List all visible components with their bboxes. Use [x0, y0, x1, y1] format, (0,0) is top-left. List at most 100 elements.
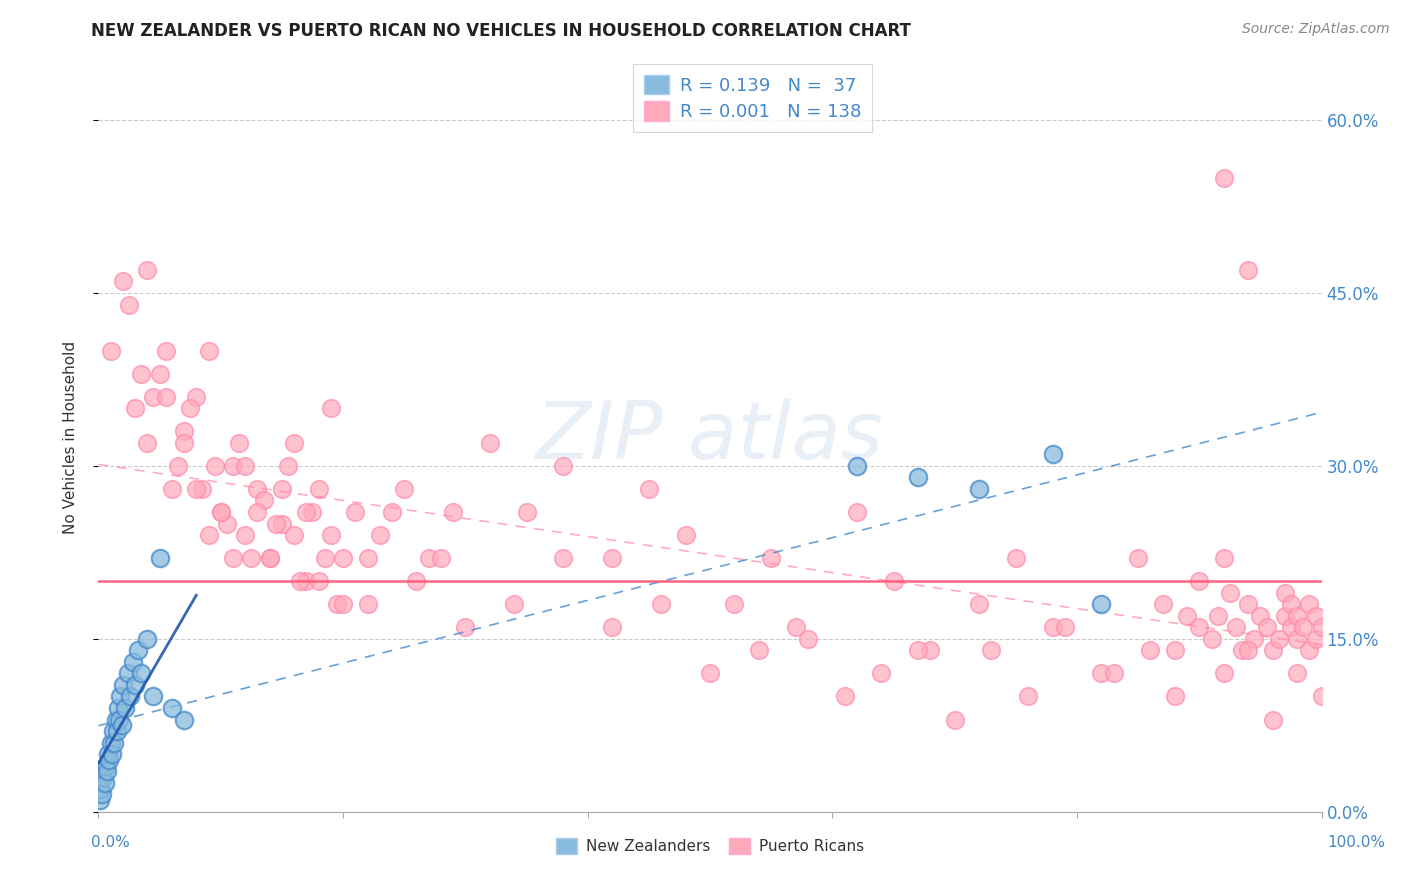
Point [120, 690, 142, 704]
Point [233, 528, 256, 542]
Point [308, 482, 330, 496]
Point [104, 713, 127, 727]
Point [1286, 666, 1309, 681]
Point [1212, 666, 1234, 681]
Point [283, 435, 305, 450]
Point [246, 482, 269, 496]
Point [1042, 447, 1064, 461]
Point [1310, 620, 1333, 634]
Point [110, 690, 132, 704]
Point [748, 643, 770, 657]
Point [1261, 713, 1284, 727]
Point [553, 458, 575, 473]
Point [1237, 263, 1260, 277]
Text: ZIP atlas: ZIP atlas [536, 398, 884, 476]
Point [209, 505, 232, 519]
Point [1212, 170, 1234, 185]
Text: 0.0%: 0.0% [91, 836, 131, 850]
Point [1298, 643, 1320, 657]
Point [1219, 585, 1241, 599]
Point [1212, 551, 1234, 566]
Point [1206, 608, 1229, 623]
Point [259, 551, 281, 566]
Point [1128, 551, 1150, 566]
Point [699, 666, 721, 681]
Point [259, 551, 281, 566]
Point [142, 390, 165, 404]
Point [136, 632, 159, 646]
Point [308, 574, 330, 589]
Point [290, 574, 312, 589]
Point [160, 482, 183, 496]
Point [121, 655, 143, 669]
Point [870, 666, 893, 681]
Text: 100.0%: 100.0% [1327, 836, 1385, 850]
Point [600, 551, 623, 566]
Point [883, 574, 905, 589]
Point [118, 297, 141, 311]
Point [1004, 551, 1026, 566]
Point [108, 713, 131, 727]
Point [1237, 643, 1260, 657]
Point [381, 505, 404, 519]
Point [1279, 620, 1302, 634]
Point [295, 574, 318, 589]
Point [240, 551, 263, 566]
Point [114, 701, 136, 715]
Point [124, 401, 146, 416]
Point [845, 458, 868, 473]
Point [344, 505, 367, 519]
Point [167, 458, 190, 473]
Point [332, 551, 354, 566]
Point [142, 690, 165, 704]
Point [117, 666, 139, 681]
Point [155, 390, 177, 404]
Point [1090, 666, 1112, 681]
Point [845, 505, 868, 519]
Point [1237, 597, 1260, 611]
Point [1274, 608, 1296, 623]
Point [356, 551, 378, 566]
Text: Source: ZipAtlas.com: Source: ZipAtlas.com [1241, 22, 1389, 37]
Point [127, 643, 149, 657]
Point [980, 643, 1002, 657]
Point [111, 678, 134, 692]
Point [1017, 690, 1039, 704]
Point [1201, 632, 1223, 646]
Point [1139, 643, 1161, 657]
Point [1225, 620, 1247, 634]
Point [136, 263, 159, 277]
Point [943, 713, 966, 727]
Point [1230, 643, 1253, 657]
Point [1298, 597, 1320, 611]
Point [91, 788, 114, 802]
Point [295, 505, 318, 519]
Point [222, 458, 245, 473]
Point [107, 701, 129, 715]
Point [149, 551, 172, 566]
Point [1256, 620, 1278, 634]
Point [405, 574, 427, 589]
Point [1286, 632, 1309, 646]
Point [233, 458, 256, 473]
Point [149, 367, 172, 381]
Text: NEW ZEALANDER VS PUERTO RICAN NO VEHICLES IN HOUSEHOLD CORRELATION CHART: NEW ZEALANDER VS PUERTO RICAN NO VEHICLE… [91, 22, 911, 40]
Point [129, 666, 152, 681]
Point [264, 516, 287, 531]
Point [101, 724, 124, 739]
Point [392, 482, 416, 496]
Point [332, 597, 354, 611]
Point [94, 758, 117, 772]
Point [1305, 632, 1327, 646]
Point [454, 620, 477, 634]
Point [101, 747, 124, 761]
Point [103, 735, 125, 749]
Point [155, 343, 177, 358]
Point [1152, 597, 1174, 611]
Point [270, 482, 294, 496]
Point [430, 551, 453, 566]
Point [191, 482, 214, 496]
Point [89, 793, 111, 807]
Point [1090, 597, 1112, 611]
Point [1243, 632, 1265, 646]
